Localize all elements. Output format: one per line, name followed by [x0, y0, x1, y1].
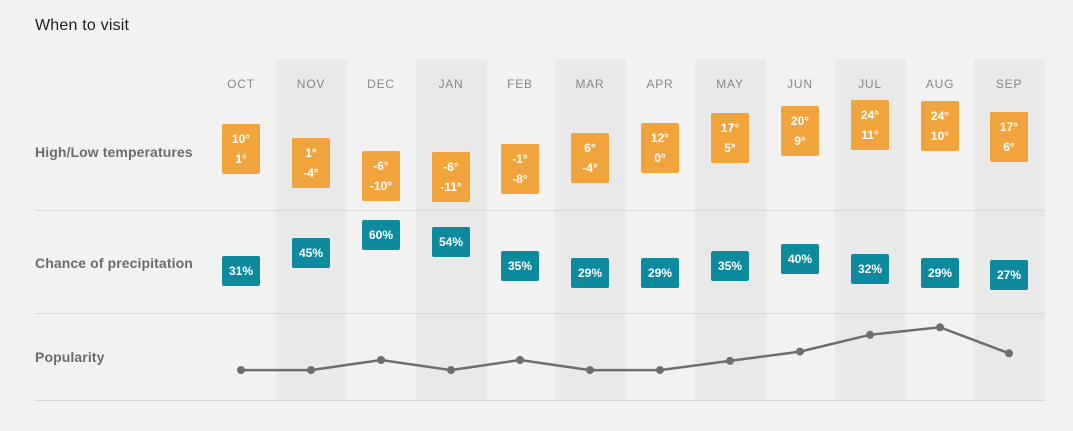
high-temp-value: -6° [373, 158, 389, 173]
temperature-box-oct: 10° 1° [222, 124, 260, 174]
high-temp-value: 17° [999, 119, 1019, 134]
temperature-box-aug: 24° 10° [921, 101, 959, 151]
low-temp-value: -10° [369, 179, 393, 194]
column-stripe-nov [275, 59, 347, 401]
month-label-may: MAY [716, 77, 744, 91]
row-divider-1 [35, 210, 1045, 211]
month-column-apr[interactable] [625, 59, 695, 401]
month-label-oct: OCT [227, 77, 255, 91]
high-temp-value: 12° [650, 130, 670, 145]
precipitation-box-nov: 45% [292, 238, 330, 269]
precipitation-box-feb: 35% [501, 250, 539, 281]
temperature-box-mar: 6° -4° [571, 133, 609, 183]
month-column-feb[interactable] [485, 59, 555, 401]
month-label-aug: AUG [925, 77, 955, 91]
month-label-dec: DEC [367, 77, 395, 91]
temperature-box-jan: -6° -11° [432, 152, 470, 202]
low-temp-value: 11° [861, 128, 879, 143]
popularity-point-jan [447, 366, 455, 375]
temperature-box-jun: 20° 9° [781, 106, 819, 156]
popularity-point-apr [656, 366, 664, 375]
temperature-box-feb: -1° -8° [501, 144, 539, 194]
popularity-point-oct [237, 366, 245, 375]
low-temp-value: 5° [724, 141, 736, 156]
high-temp-value: 10° [231, 131, 251, 146]
month-column-jun[interactable] [765, 59, 835, 401]
popularity-point-mar [586, 366, 594, 375]
low-temp-value: -4° [303, 166, 319, 181]
column-stripe-mar [554, 59, 626, 401]
high-temp-value: 20° [790, 113, 810, 128]
row-divider-3 [35, 400, 1045, 401]
popularity-point-sep [1005, 349, 1013, 358]
month-column-sep[interactable] [974, 59, 1044, 401]
row-label-popularity: Popularity [35, 349, 105, 365]
temperature-box-sep: 17° 6° [990, 112, 1028, 162]
high-temp-value: -6° [443, 159, 459, 174]
row-label-temperatures: High/Low temperatures [35, 144, 193, 160]
month-column-mar[interactable] [555, 59, 625, 401]
high-temp-value: -1° [512, 151, 528, 166]
month-label-jan: JAN [438, 77, 464, 91]
low-temp-value: 0° [654, 151, 666, 166]
popularity-point-nov [307, 366, 315, 375]
precipitation-box-aug: 29% [921, 257, 959, 288]
popularity-point-dec [377, 356, 385, 364]
high-temp-value: 1° [305, 145, 317, 160]
high-temp-value: 6° [584, 140, 596, 155]
temperature-box-dec: -6° -10° [362, 151, 400, 201]
month-column-may[interactable] [695, 59, 765, 401]
popularity-point-aug [936, 323, 944, 332]
precipitation-box-jan: 54% [432, 227, 470, 258]
precipitation-box-oct: 31% [222, 255, 260, 286]
page-title: When to visit [35, 17, 130, 34]
month-label-sep: SEP [995, 77, 1023, 91]
popularity-point-jun [796, 347, 804, 356]
precipitation-box-jul: 32% [851, 254, 889, 285]
popularity-point-may [726, 356, 734, 365]
precipitation-box-apr: 29% [641, 257, 679, 288]
high-temp-value: 17° [720, 120, 740, 135]
temperature-box-jul: 24° 11° [851, 100, 889, 150]
temperature-box-apr: 12° 0° [641, 123, 679, 173]
precipitation-box-jun: 40% [781, 244, 819, 275]
low-temp-value: -8° [512, 172, 528, 187]
popularity-point-feb [516, 356, 524, 364]
low-temp-value: 6° [1003, 140, 1015, 155]
month-label-jul: JUL [858, 77, 882, 91]
precipitation-box-dec: 60% [362, 219, 400, 250]
month-column-oct[interactable] [206, 59, 276, 401]
month-label-feb: FEB [507, 77, 533, 91]
month-column-jan[interactable] [416, 59, 486, 401]
precipitation-box-may: 35% [711, 250, 749, 281]
popularity-point-jul [866, 330, 874, 339]
month-label-jun: JUN [787, 77, 813, 91]
low-temp-value: 9° [794, 134, 806, 149]
month-label-mar: MAR [575, 77, 605, 91]
low-temp-value: -11° [440, 180, 462, 195]
temperature-box-nov: 1° -4° [292, 138, 330, 188]
precipitation-box-sep: 27% [990, 260, 1028, 291]
month-column-jul[interactable] [835, 59, 905, 401]
month-label-nov: NOV [296, 77, 326, 91]
row-label-precipitation: Chance of precipitation [35, 255, 193, 271]
high-temp-value: 24° [860, 107, 880, 122]
month-column-dec[interactable] [346, 59, 416, 401]
low-temp-value: 10° [930, 129, 950, 144]
low-temp-value: -4° [582, 161, 598, 176]
temperature-box-may: 17° 5° [711, 113, 749, 163]
precipitation-box-mar: 29% [571, 257, 609, 288]
month-column-nov[interactable] [276, 59, 346, 401]
month-column-aug[interactable] [905, 59, 975, 401]
popularity-line [241, 326, 1010, 372]
low-temp-value: 1° [235, 152, 247, 167]
row-divider-2 [35, 313, 1045, 314]
month-label-apr: APR [646, 77, 674, 91]
high-temp-value: 24° [930, 108, 950, 123]
